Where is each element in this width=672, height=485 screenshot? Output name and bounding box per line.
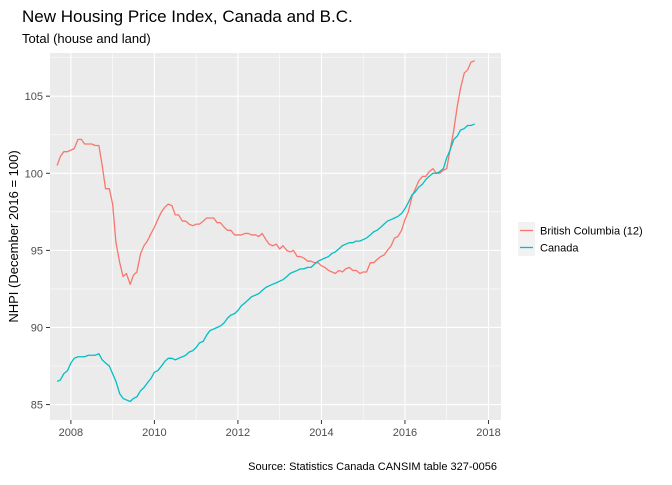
- legend-label: Canada: [540, 243, 579, 255]
- y-tick-label: 90: [31, 322, 43, 334]
- plot-panel: [50, 53, 501, 420]
- y-tick-label: 85: [31, 400, 43, 412]
- x-tick-label: 2008: [59, 427, 83, 439]
- series-line-2: [56, 123, 475, 403]
- y-tick-label: 95: [31, 245, 43, 257]
- series-layer: [56, 60, 475, 403]
- legend: British Columbia (12) Canada: [518, 222, 643, 256]
- y-tick-label: 100: [25, 168, 43, 180]
- x-tick-label: 2012: [226, 427, 250, 439]
- series-line-1: [56, 60, 475, 285]
- grid-minor: [50, 53, 501, 420]
- legend-label: British Columbia (12): [540, 226, 643, 238]
- y-axis-title: NHPI (December 2016 = 100): [6, 150, 21, 322]
- x-axis: 2008 2010 2012 2014 2016 2018: [59, 420, 501, 439]
- chart-caption: Source: Statistics Canada CANSIM table 3…: [248, 461, 497, 473]
- chart-title: New Housing Price Index, Canada and B.C.: [22, 7, 353, 26]
- x-tick-label: 2018: [476, 427, 500, 439]
- x-tick-label: 2016: [393, 427, 417, 439]
- grid-major: [50, 53, 501, 420]
- y-tick-label: 105: [25, 91, 43, 103]
- y-axis: 85 90 95 100 105: [25, 91, 50, 412]
- x-tick-label: 2010: [142, 427, 166, 439]
- chart-subtitle: Total (house and land): [22, 31, 151, 46]
- x-tick-label: 2014: [309, 427, 333, 439]
